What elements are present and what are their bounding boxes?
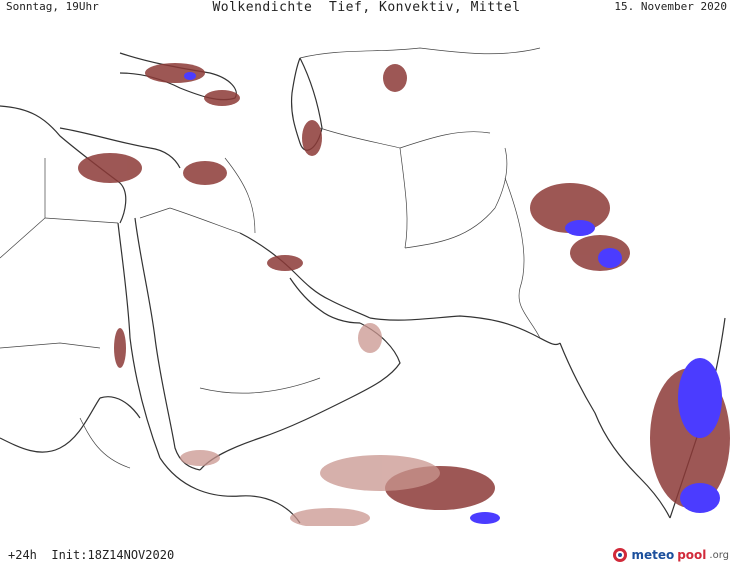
- cloud-patch-caspian: [302, 120, 322, 156]
- border-turkmenistan: [319, 127, 491, 149]
- forecast-date-label: 15. November 2020: [614, 0, 727, 13]
- cloud-patch-mediterranean: [78, 153, 142, 183]
- forecast-day-label: Sonntag, 19Uhr: [6, 0, 99, 13]
- cloud-patch-north-caspian: [383, 64, 407, 92]
- cloud-density-map: [0, 47, 730, 526]
- forecast-init-label: +24h Init:18Z14NOV2020: [8, 548, 175, 562]
- logo-text-suffix: .org: [709, 549, 729, 561]
- border-yemen-saudi: [199, 377, 321, 394]
- border-egypt-sudan: [44, 217, 119, 224]
- coastline-africa-west: [0, 397, 101, 453]
- coastline-oman: [199, 322, 401, 471]
- logo-text-meteo: meteo: [631, 548, 675, 562]
- cloud-patch-oman-light: [358, 323, 382, 353]
- cloud-dense-turkey: [184, 72, 196, 80]
- cloud-dense-punjab: [565, 220, 595, 236]
- coastline-india-west: [559, 342, 671, 519]
- coastline-persian-gulf: [239, 232, 371, 319]
- border-africa-sudan: [0, 342, 101, 349]
- cloud-patch-somalia-light: [290, 508, 370, 526]
- border-kazakhstan: [299, 47, 541, 59]
- coastline-red-sea-east: [134, 217, 201, 471]
- border-afghanistan-pakistan: [404, 147, 508, 249]
- coastline-somaliland: [99, 396, 141, 419]
- cloud-dense-arabian-sea: [470, 512, 500, 524]
- coastline-horn-africa: [159, 457, 301, 524]
- meteopool-logo[interactable]: meteo pool .org: [612, 547, 729, 563]
- cloud-patch-gulf: [267, 255, 303, 271]
- cloud-patches: [78, 63, 730, 526]
- cloud-patch-red-sea: [114, 328, 126, 368]
- border-iraq-iran: [224, 157, 256, 234]
- border-saudi: [139, 207, 241, 234]
- cloud-patch-arabian-light: [320, 455, 440, 491]
- cloud-dense-delhi: [598, 248, 622, 268]
- coastline-red-sea-west: [117, 222, 161, 459]
- cloud-patch-georgia: [204, 90, 240, 106]
- cloud-dense-india-south: [678, 358, 722, 438]
- border-egypt-libya: [0, 158, 46, 259]
- coastline-arabia-gulf: [289, 277, 361, 324]
- cloud-patch-turkey: [145, 63, 205, 83]
- coastline-mediterranean: [0, 105, 127, 224]
- cloud-dense-kerala: [680, 483, 720, 513]
- meteopool-logo-icon: [613, 548, 628, 562]
- border-iran-afghanistan: [399, 147, 408, 249]
- border-pakistan-india: [504, 177, 541, 339]
- coastline-turkey-south: [59, 127, 181, 169]
- country-borders: [0, 47, 541, 469]
- cloud-patch-yemen-light: [180, 450, 220, 466]
- cloud-patch-levant: [183, 161, 227, 185]
- border-ethiopia: [79, 417, 131, 469]
- coastline-iran-pakistan: [369, 315, 561, 346]
- map-title: Wolkendichte Tief, Konvektiv, Mittel: [212, 0, 521, 15]
- logo-text-pool: pool: [677, 548, 707, 562]
- coastlines: [0, 52, 726, 524]
- cloud-patch-india-north: [530, 183, 610, 233]
- coastline-caspian: [290, 57, 323, 151]
